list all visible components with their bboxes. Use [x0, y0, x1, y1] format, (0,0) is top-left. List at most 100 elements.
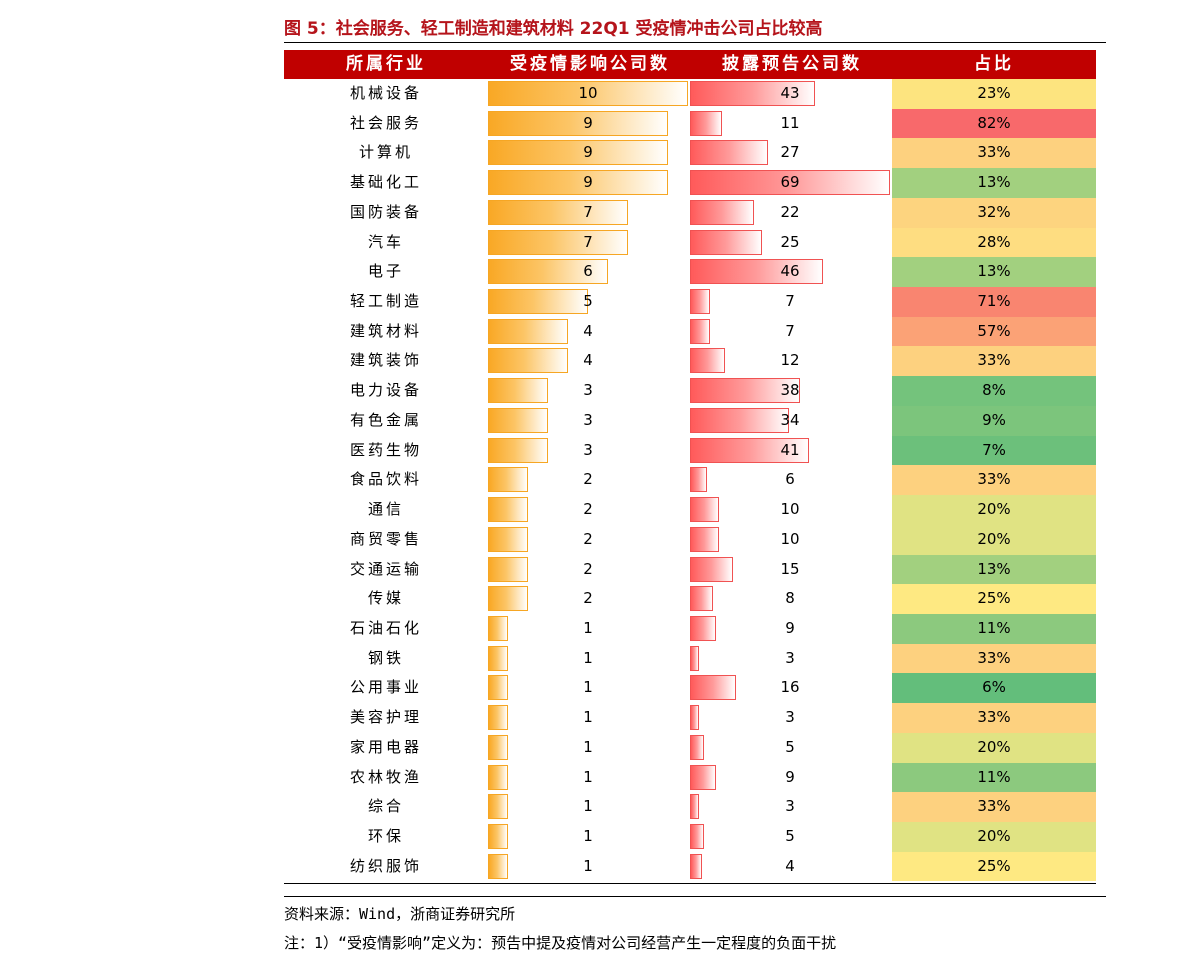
disclosed-bar	[690, 526, 719, 552]
industry-label: 建筑装饰	[349, 351, 422, 370]
affected-bar	[488, 170, 668, 196]
disclosed-bar	[690, 734, 705, 760]
disclosed-value: 69	[780, 173, 800, 192]
disclosed-bar	[690, 764, 717, 790]
disclosed-bar	[690, 199, 754, 225]
ratio-cell: 9%	[892, 405, 1096, 436]
disclosed-bar	[690, 853, 702, 879]
ratio-cell: 33%	[892, 703, 1096, 733]
affected-bar	[488, 378, 548, 404]
disclosed-bar	[690, 259, 824, 285]
ratio-cell: 7%	[892, 435, 1096, 466]
disclosed-value: 11	[780, 113, 800, 132]
table-row: 建筑材料 4 7 57%	[284, 316, 1096, 347]
affected-value: 1	[583, 708, 593, 727]
table-row: 轻工制造 5 7 71%	[284, 287, 1096, 317]
affected-value: 1	[583, 618, 593, 637]
table-row: 计算机 9 27 33%	[284, 138, 1096, 169]
disclosed-value: 5	[785, 826, 795, 845]
bottom-rule	[284, 883, 1096, 884]
disclosed-value: 38	[780, 381, 800, 400]
ratio-cell: 28%	[892, 227, 1096, 258]
disclosed-bar	[690, 556, 734, 582]
affected-value: 1	[583, 797, 593, 816]
header-ratio: 占比	[974, 54, 1014, 74]
industry-label: 交通运输	[349, 559, 422, 578]
affected-value: 1	[583, 767, 593, 786]
source-note: 资料来源：Wind，浙商证券研究所	[284, 905, 516, 923]
disclosed-bar	[690, 170, 890, 196]
table-row: 钢铁 1 3 33%	[284, 643, 1096, 674]
table-row: 有色金属 3 34 9%	[284, 405, 1096, 436]
ratio-cell: 11%	[892, 762, 1096, 793]
ratio-cell: 20%	[892, 732, 1096, 763]
disclosed-value: 22	[780, 202, 800, 221]
table-row: 环保 1 5 20%	[284, 821, 1096, 852]
disclosed-value: 46	[780, 262, 800, 281]
table-row: 商贸零售 2 10 20%	[284, 524, 1096, 555]
table-row: 传媒 2 8 25%	[284, 584, 1096, 614]
table-row: 国防装备 7 22 32%	[284, 197, 1096, 228]
disclosed-value: 15	[780, 559, 800, 578]
disclosed-value: 27	[780, 143, 800, 162]
ratio-cell: 33%	[892, 346, 1096, 377]
industry-label: 国防装备	[349, 202, 422, 221]
industry-label: 有色金属	[349, 410, 422, 429]
ratio-cell: 57%	[892, 316, 1096, 347]
affected-value: 1	[583, 678, 593, 697]
affected-bar	[488, 467, 528, 493]
industry-label: 建筑材料	[349, 321, 422, 340]
disclosed-value: 9	[785, 767, 795, 786]
affected-bar	[488, 556, 528, 582]
affected-bar	[488, 705, 508, 731]
table-row: 社会服务 9 11 82%	[284, 108, 1096, 139]
affected-bar	[488, 81, 688, 106]
table-row: 汽车 7 25 28%	[284, 227, 1096, 258]
disclosed-value: 7	[785, 292, 795, 311]
affected-bar	[488, 140, 668, 166]
disclosed-bar	[690, 675, 737, 701]
disclosed-value: 34	[780, 410, 800, 429]
disclosed-bar	[690, 615, 717, 641]
affected-bar	[488, 675, 508, 701]
industry-label: 电子	[367, 262, 404, 281]
disclosed-bar	[690, 378, 801, 404]
disclosed-bar	[690, 497, 719, 523]
affected-bar	[488, 289, 588, 315]
disclosed-bar	[690, 705, 699, 731]
footer-rule	[284, 896, 1106, 897]
affected-value: 3	[583, 410, 593, 429]
disclosed-value: 10	[780, 500, 800, 519]
affected-bar	[488, 526, 528, 552]
industry-label: 食品饮料	[349, 470, 422, 489]
disclosed-value: 8	[785, 589, 795, 608]
ratio-cell: 13%	[892, 554, 1096, 585]
affected-bar	[488, 586, 528, 612]
table-row: 纺织服饰 1 4 25%	[284, 851, 1096, 882]
table-row: 综合 1 3 33%	[284, 792, 1096, 822]
affected-value: 5	[583, 292, 593, 311]
affected-value: 2	[583, 529, 593, 548]
affected-bar	[488, 853, 508, 879]
affected-value: 4	[583, 351, 593, 370]
header-disclosed: 披露预告公司数	[722, 54, 862, 74]
header-industry: 所属行业	[346, 54, 426, 74]
table-row: 基础化工 9 69 13%	[284, 168, 1096, 198]
ratio-cell: 23%	[892, 79, 1096, 109]
affected-bar	[488, 645, 508, 671]
affected-value: 7	[583, 232, 593, 251]
ratio-cell: 20%	[892, 524, 1096, 555]
ratio-cell: 33%	[892, 465, 1096, 496]
ratio-cell: 33%	[892, 138, 1096, 169]
affected-value: 9	[583, 113, 593, 132]
ratio-cell: 8%	[892, 376, 1096, 406]
affected-bar	[488, 229, 628, 255]
ratio-cell: 33%	[892, 643, 1096, 674]
affected-bar	[488, 437, 548, 463]
affected-bar	[488, 734, 508, 760]
table-row: 农林牧渔 1 9 11%	[284, 762, 1096, 793]
disclosed-value: 43	[780, 84, 800, 102]
disclosed-value: 3	[785, 797, 795, 816]
top-rule	[284, 42, 1106, 43]
disclosed-value: 7	[785, 321, 795, 340]
